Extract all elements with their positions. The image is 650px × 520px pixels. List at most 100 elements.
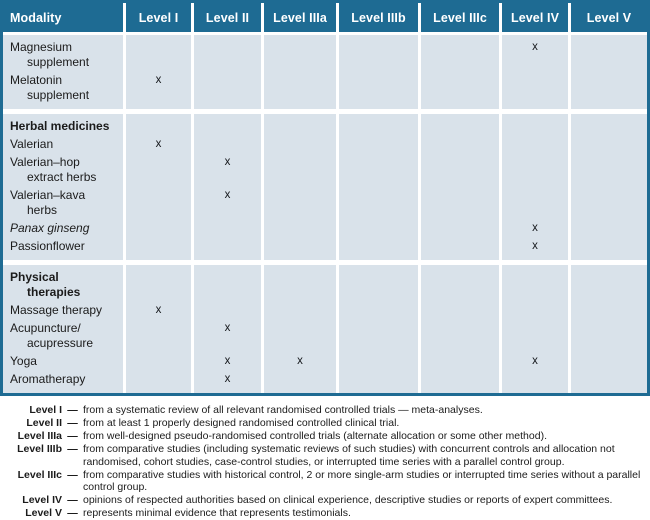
empty-cell xyxy=(264,187,336,220)
empty-cell xyxy=(421,220,499,238)
modality-cell: Yoga xyxy=(3,353,123,371)
modality-label-line: therapies xyxy=(27,285,81,299)
modality-label-line: Valerian–hop xyxy=(10,155,80,169)
modality-label-line: herbs xyxy=(27,203,58,217)
modality-cell: Valerian xyxy=(3,136,123,154)
empty-cell xyxy=(571,187,647,220)
empty-cell xyxy=(571,320,647,353)
empty-cell xyxy=(421,35,499,72)
modality-cell: Aromatherapy xyxy=(3,371,123,393)
empty-cell xyxy=(264,238,336,260)
empty-cell xyxy=(571,265,647,302)
empty-cell xyxy=(421,238,499,260)
evidence-level-table: Modality Level I Level II Level IIIa Lev… xyxy=(0,0,650,396)
modality-cell: Valerian–hop extract herbs xyxy=(3,154,123,187)
evidence-mark-cell: x xyxy=(194,187,261,220)
evidence-level-legend: Level I — from a systematic review of all … xyxy=(0,404,650,520)
evidence-table-body: Magnesium supplement x Melatonin supplement x… xyxy=(3,35,647,393)
column-header-level-4: Level IV xyxy=(502,3,568,32)
empty-cell xyxy=(339,35,418,72)
empty-cell xyxy=(339,302,418,320)
modality-cell: Massage therapy xyxy=(3,302,123,320)
modality-label-line: supplement xyxy=(27,88,90,102)
legend-dash: — xyxy=(67,416,78,429)
empty-cell xyxy=(264,302,336,320)
column-header-level-3a: Level IIIa xyxy=(264,3,336,32)
evidence-mark-cell: x xyxy=(126,302,191,320)
empty-cell xyxy=(264,320,336,353)
empty-cell xyxy=(502,72,568,109)
empty-cell xyxy=(571,353,647,371)
empty-cell xyxy=(264,136,336,154)
empty-cell xyxy=(571,114,647,136)
empty-cell xyxy=(126,353,191,371)
empty-cell xyxy=(571,72,647,109)
evidence-mark-cell: x xyxy=(502,238,568,260)
empty-cell xyxy=(339,154,418,187)
legend-description: from comparative studies (including syst… xyxy=(83,442,615,468)
modality-label-line: Yoga xyxy=(10,354,37,368)
empty-cell xyxy=(421,302,499,320)
empty-cell xyxy=(571,154,647,187)
empty-cell xyxy=(126,320,191,353)
empty-cell xyxy=(339,220,418,238)
empty-cell xyxy=(571,220,647,238)
empty-cell xyxy=(194,265,261,302)
empty-cell xyxy=(502,136,568,154)
legend-description: from at least 1 properly designed random… xyxy=(83,416,400,429)
column-header-level-1: Level I xyxy=(126,3,191,32)
modality-cell: Physical therapies xyxy=(3,265,123,302)
evidence-mark-cell: x xyxy=(126,72,191,109)
empty-cell xyxy=(194,238,261,260)
empty-cell xyxy=(126,238,191,260)
legend-dash: — xyxy=(67,494,78,507)
empty-cell xyxy=(421,320,499,353)
modality-label-line: Passionflower xyxy=(10,239,85,253)
empty-cell xyxy=(264,265,336,302)
legend-description: from well-designed pseudo-randomised con… xyxy=(83,429,547,442)
modality-label-line: Herbal medicines xyxy=(10,119,110,133)
empty-cell xyxy=(194,220,261,238)
empty-cell xyxy=(126,220,191,238)
empty-cell xyxy=(421,136,499,154)
empty-cell xyxy=(339,72,418,109)
empty-cell xyxy=(194,136,261,154)
empty-cell xyxy=(502,187,568,220)
empty-cell xyxy=(339,265,418,302)
empty-cell xyxy=(339,238,418,260)
modality-cell: Valerian–kava herbs xyxy=(3,187,123,220)
evidence-mark-cell: x xyxy=(502,353,568,371)
legend-entry: Level IIIa — from well-designed pseudo-ran… xyxy=(0,430,648,443)
empty-cell xyxy=(421,72,499,109)
modality-cell: Melatonin supplement xyxy=(3,72,123,109)
empty-cell xyxy=(194,35,261,72)
empty-cell xyxy=(421,371,499,393)
legend-level-label: Level II xyxy=(26,416,62,429)
legend-description: represents minimal evidence that represe… xyxy=(83,507,351,520)
legend-dash: — xyxy=(67,442,78,455)
empty-cell xyxy=(194,114,261,136)
empty-cell xyxy=(126,154,191,187)
table-group: Physical therapies Massage therapy x Acupunc… xyxy=(3,265,647,393)
empty-cell xyxy=(264,114,336,136)
empty-cell xyxy=(339,187,418,220)
empty-cell xyxy=(194,72,261,109)
empty-cell xyxy=(571,302,647,320)
legend-description: from comparative studies with historical… xyxy=(83,468,641,494)
modality-label-line: extract herbs xyxy=(27,170,97,184)
empty-cell xyxy=(264,72,336,109)
empty-cell xyxy=(264,154,336,187)
evidence-mark-cell: x xyxy=(502,35,568,72)
modality-label-line: Valerian xyxy=(10,137,54,151)
legend-entry: Level IV — opinions of respected authoriti… xyxy=(0,494,648,507)
empty-cell xyxy=(339,371,418,393)
legend-description: opinions of respected authorities based … xyxy=(83,494,613,507)
table-header-row: Modality Level I Level II Level IIIa Lev… xyxy=(3,3,647,32)
modality-label-line: Physical xyxy=(10,270,59,284)
legend-level-label: Level I xyxy=(29,404,62,416)
modality-label-line: Valerian–kava xyxy=(10,188,86,202)
legend-dash: — xyxy=(67,507,78,520)
empty-cell xyxy=(264,220,336,238)
legend-level-label: Level IIIb xyxy=(17,442,62,455)
modality-label-line: Panax ginseng xyxy=(10,221,90,235)
